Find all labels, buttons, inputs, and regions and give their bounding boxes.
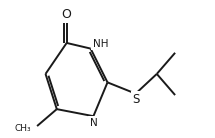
Text: NH: NH [93, 39, 108, 49]
Text: S: S [132, 93, 139, 106]
Text: CH₃: CH₃ [15, 124, 31, 133]
Text: O: O [62, 8, 72, 21]
Text: N: N [89, 118, 97, 128]
